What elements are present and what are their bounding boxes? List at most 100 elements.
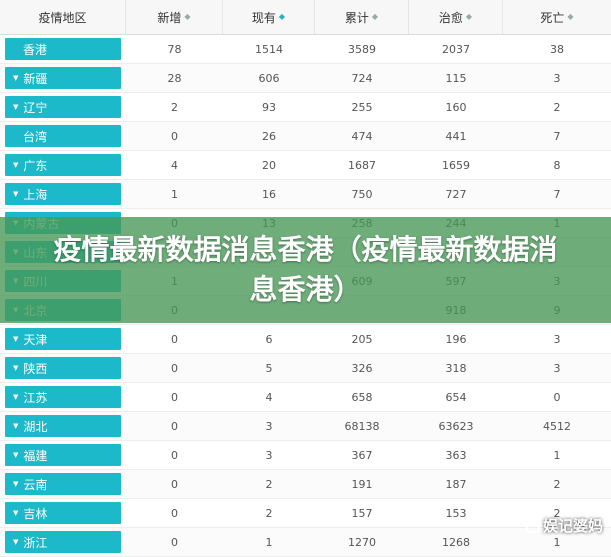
region-cell: ▼ 辽宁 <box>0 93 126 121</box>
region-label: 湖北 <box>23 419 48 434</box>
total-cell: 724 <box>351 71 373 85</box>
region-expand-button[interactable]: ▼ 云南 <box>5 473 121 495</box>
title-banner: 疫情最新数据消息香港（疫情最新数据消息香港） <box>0 217 611 323</box>
cured-cell: 153 <box>445 506 467 520</box>
region-expand-button[interactable]: ▼ 江苏 <box>5 386 121 408</box>
total-cell: 1270 <box>348 535 376 549</box>
cured-cell: 63623 <box>438 419 474 433</box>
new-cell: 0 <box>171 477 178 491</box>
region-cell: ▼ 陕西 <box>0 354 126 382</box>
region-cell: ▼ 浙江 <box>0 528 126 556</box>
region-label: 浙江 <box>23 535 48 550</box>
current-cell: 4 <box>265 390 273 404</box>
table-row: ▼ 广东 4 20 1687 1659 8 <box>0 151 611 180</box>
total-cell: 191 <box>351 477 373 491</box>
region-label: 陕西 <box>23 361 48 376</box>
region-cell: ▼ 福建 <box>0 441 126 469</box>
current-cell: 3 <box>265 448 273 462</box>
region-expand-button[interactable]: ▼ 湖北 <box>5 415 121 437</box>
new-cell: 0 <box>171 535 178 549</box>
header-current[interactable]: 现有 ◆ <box>223 0 315 34</box>
sort-icon[interactable]: ◆ <box>278 12 286 21</box>
region-label: 上海 <box>23 187 48 202</box>
deaths-cell: 7 <box>553 187 561 201</box>
total-cell: 255 <box>351 100 373 114</box>
region-expand-button[interactable]: ▼ 浙江 <box>5 531 121 553</box>
caret-down-icon: ▼ <box>13 509 19 517</box>
new-cell: 0 <box>171 129 178 143</box>
caret-down-icon: ▼ <box>13 364 19 372</box>
caret-down-icon: ▼ <box>13 74 19 82</box>
new-cell: 0 <box>171 361 178 375</box>
region-label: 云南 <box>23 477 48 492</box>
current-cell: 16 <box>262 187 276 201</box>
header-region: 疫情地区 <box>0 0 126 34</box>
region-cell: ▼ 云南 <box>0 470 126 498</box>
current-cell: 6 <box>265 332 273 346</box>
current-cell: 5 <box>265 361 273 375</box>
watermark-text: 娱记婆妈 <box>542 517 603 535</box>
region-expand-button[interactable]: 台湾 <box>5 125 121 147</box>
current-cell: 1514 <box>255 42 283 56</box>
current-cell: 2 <box>265 506 273 520</box>
region-expand-button[interactable]: ▼ 福建 <box>5 444 121 466</box>
region-label: 江苏 <box>23 390 48 405</box>
table-row: ▼ 福建 0 3 367 363 1 <box>0 441 611 470</box>
cured-cell: 727 <box>445 187 467 201</box>
header-cured[interactable]: 治愈 ◆ <box>409 0 503 34</box>
deaths-cell: 3 <box>553 332 561 346</box>
table-row: ▼ 陕西 0 5 326 318 3 <box>0 354 611 383</box>
region-cell: ▼ 天津 <box>0 325 126 353</box>
region-expand-button[interactable]: 香港 <box>5 38 121 60</box>
total-cell: 474 <box>351 129 373 143</box>
new-cell: 0 <box>171 506 178 520</box>
cured-cell: 187 <box>445 477 467 491</box>
current-cell: 20 <box>262 158 276 172</box>
caret-down-icon: ▼ <box>13 480 19 488</box>
caret-down-icon: ▼ <box>13 538 19 546</box>
new-cell: 0 <box>171 332 178 346</box>
total-cell: 3589 <box>348 42 376 56</box>
total-cell: 157 <box>351 506 373 520</box>
region-expand-button[interactable]: ▼ 辽宁 <box>5 96 121 118</box>
sort-icon[interactable]: ◆ <box>567 12 574 21</box>
table-row: ▼ 浙江 0 1 1270 1268 1 <box>0 528 611 557</box>
region-cell: ▼ 广东 <box>0 151 126 179</box>
table-header: 疫情地区 新增 ◆ 现有 ◆ 累计 ◆ 治愈 ◆ 死亡 ◆ <box>0 0 611 35</box>
new-cell: 4 <box>171 158 178 172</box>
caret-down-icon: ▼ <box>13 161 19 169</box>
region-expand-button[interactable]: ▼ 上海 <box>5 183 121 205</box>
sort-icon[interactable]: ◆ <box>371 12 379 21</box>
region-expand-button[interactable]: ▼ 新疆 <box>5 67 121 89</box>
sort-icon[interactable]: ◆ <box>465 12 473 21</box>
region-expand-button[interactable]: ▼ 陕西 <box>5 357 121 379</box>
header-total[interactable]: 累计 ◆ <box>315 0 409 34</box>
region-expand-button[interactable]: ▼ 广东 <box>5 154 121 176</box>
current-cell: 26 <box>262 129 276 143</box>
banner-title: 疫情最新数据消息香港（疫情最新数据消息香港） <box>53 233 558 306</box>
region-cell: 香港 <box>0 35 126 63</box>
region-expand-button[interactable]: ▼ 天津 <box>5 328 121 350</box>
cured-cell: 115 <box>445 71 467 85</box>
region-label: 吉林 <box>23 506 48 521</box>
header-new[interactable]: 新增 ◆ <box>126 0 223 34</box>
current-cell: 93 <box>262 100 276 114</box>
caret-down-icon: ▼ <box>13 451 19 459</box>
header-deaths[interactable]: 死亡 ◆ <box>540 10 574 25</box>
region-expand-button[interactable]: ▼ 吉林 <box>5 502 121 524</box>
sort-icon[interactable]: ◆ <box>184 12 191 21</box>
table-row: 香港 78 1514 3589 2037 38 <box>0 35 611 64</box>
deaths-cell: 38 <box>550 42 564 56</box>
cured-cell: 441 <box>445 129 467 143</box>
caret-down-icon: ▼ <box>13 393 19 401</box>
cured-cell: 318 <box>445 361 467 375</box>
table-row: ▼ 新疆 28 606 724 115 3 <box>0 64 611 93</box>
table-row: ▼ 天津 0 6 205 196 3 <box>0 325 611 354</box>
new-cell: 0 <box>171 448 178 462</box>
total-cell: 658 <box>351 390 373 404</box>
deaths-cell: 0 <box>553 390 561 404</box>
watermark-logo-icon <box>525 518 540 533</box>
deaths-cell: 2 <box>553 100 561 114</box>
total-cell: 750 <box>351 187 373 201</box>
region-cell: ▼ 上海 <box>0 180 126 208</box>
